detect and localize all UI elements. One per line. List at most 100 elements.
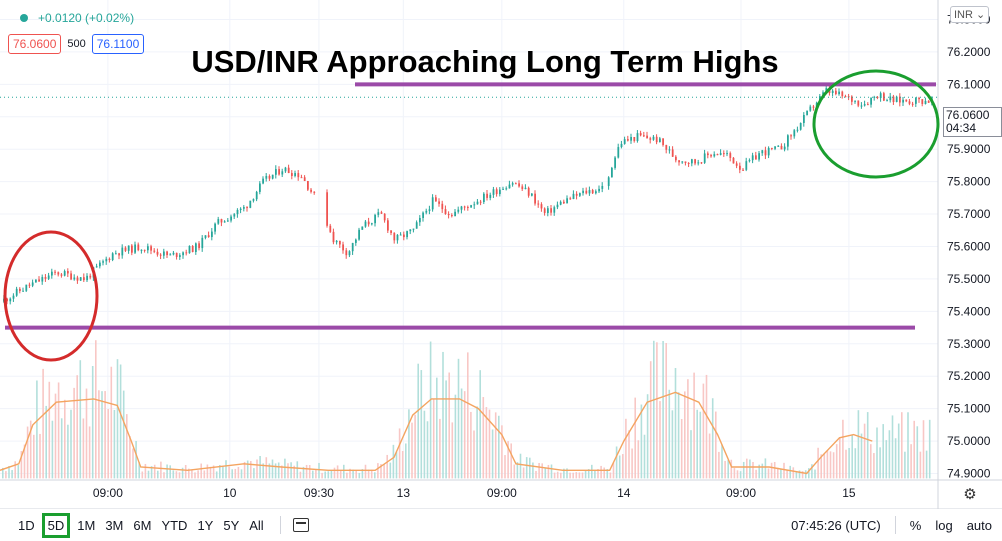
candle-body: [38, 279, 40, 282]
timeframe-3m[interactable]: 3M: [105, 517, 124, 533]
volume-bar: [687, 379, 689, 479]
candle-body: [211, 231, 213, 238]
auto-scale-toggle[interactable]: auto: [966, 517, 992, 533]
volume-bar: [411, 422, 413, 479]
candle-body: [489, 194, 492, 198]
volume-bar: [374, 472, 376, 479]
candle-body: [143, 249, 146, 251]
candle-body: [646, 135, 648, 139]
timeframe-5y[interactable]: 5Y: [223, 517, 240, 533]
timeframe-6m[interactable]: 6M: [133, 517, 152, 533]
volume-bar: [144, 463, 147, 479]
volume-bar: [916, 426, 919, 479]
volume-bar: [715, 411, 717, 479]
currency-selector[interactable]: INR ⌄: [950, 6, 990, 23]
ask-button[interactable]: 76.1100: [91, 34, 145, 54]
volume-bar: [429, 341, 432, 479]
timeframe-1m[interactable]: 1M: [77, 517, 96, 533]
chevron-down-icon: ⌄: [976, 9, 986, 21]
candle-body: [15, 288, 18, 296]
percent-scale-toggle[interactable]: %: [909, 517, 922, 533]
volume-bar: [79, 360, 82, 479]
candle-body: [566, 198, 568, 204]
candle-body: [342, 244, 344, 251]
volume-bar: [454, 394, 457, 479]
candle-body: [406, 231, 408, 238]
volume-bar: [336, 465, 339, 479]
volume-bar: [690, 430, 692, 479]
calendar-icon[interactable]: [292, 518, 309, 532]
volume-bar: [203, 470, 206, 479]
volume-bar: [11, 470, 13, 479]
candle-body: [492, 189, 495, 195]
y-tick-label: 76.2000: [947, 45, 991, 59]
volume-bar: [253, 468, 255, 479]
volume-bar: [702, 383, 705, 479]
volume-bar: [550, 464, 553, 479]
volume-bar: [33, 434, 35, 479]
candle-body: [287, 167, 290, 174]
candle-body: [51, 271, 53, 276]
candle-body: [463, 206, 466, 208]
volume-bar: [448, 372, 450, 479]
candle-body: [905, 99, 908, 102]
volume-bar: [157, 470, 159, 479]
candle-body: [719, 153, 722, 155]
candle-body: [207, 235, 210, 238]
candle-body: [54, 271, 56, 273]
volume-bar: [922, 420, 925, 479]
volume-bar: [804, 470, 807, 479]
volume-bar: [135, 440, 137, 479]
candle-body: [105, 258, 108, 262]
volume-bar: [839, 438, 841, 479]
volume-bar: [578, 472, 581, 479]
timeframe-all[interactable]: All: [249, 517, 264, 533]
volume-bar: [904, 451, 906, 479]
y-tick-label: 75.1000: [947, 402, 991, 416]
y-tick-label: 75.5000: [947, 272, 991, 286]
log-scale-toggle[interactable]: log: [935, 517, 953, 533]
bid-button[interactable]: 76.0600: [8, 34, 62, 54]
utc-clock[interactable]: 07:45:26 (UTC): [791, 517, 881, 533]
volume-bar: [370, 469, 373, 479]
candle-body: [47, 275, 50, 279]
candle-body: [867, 104, 869, 106]
candle-body: [431, 197, 434, 210]
volume-bar: [569, 472, 571, 479]
volume-bar: [138, 462, 140, 479]
volume-bar: [680, 419, 683, 479]
candle-body: [284, 167, 287, 172]
x-tick-label: 09:00: [487, 486, 517, 500]
volume-bar: [711, 398, 714, 479]
volume-bar: [832, 452, 835, 479]
timeframe-1y[interactable]: 1Y: [197, 517, 214, 533]
volume-bar: [597, 468, 599, 479]
candle-body: [486, 193, 488, 198]
candle-body: [767, 147, 770, 156]
candle-body: [415, 222, 418, 229]
volume-bar: [104, 391, 106, 479]
candle-body: [348, 251, 351, 256]
volume-bar: [510, 443, 512, 479]
candle-body: [799, 122, 802, 130]
candle-body: [422, 212, 424, 218]
candle-body: [291, 173, 293, 176]
candle-body: [476, 201, 479, 205]
candle-body: [262, 178, 264, 184]
volume-bar: [200, 463, 202, 479]
volume-bar: [529, 457, 531, 479]
timeframe-1d[interactable]: 1D: [18, 517, 35, 533]
volume-bar: [36, 380, 38, 479]
volume-bar: [826, 450, 829, 479]
volume-bar: [780, 469, 782, 479]
candle-body: [870, 97, 872, 105]
timeframe-5d[interactable]: 5D: [41, 512, 71, 538]
volume-bar: [467, 352, 469, 479]
timeframe-ytd[interactable]: YTD: [161, 517, 188, 533]
candle-body: [844, 96, 847, 98]
candle-body: [73, 277, 76, 280]
volume-bar: [913, 420, 915, 479]
candle-body: [150, 246, 152, 251]
volume-bar: [389, 462, 392, 479]
